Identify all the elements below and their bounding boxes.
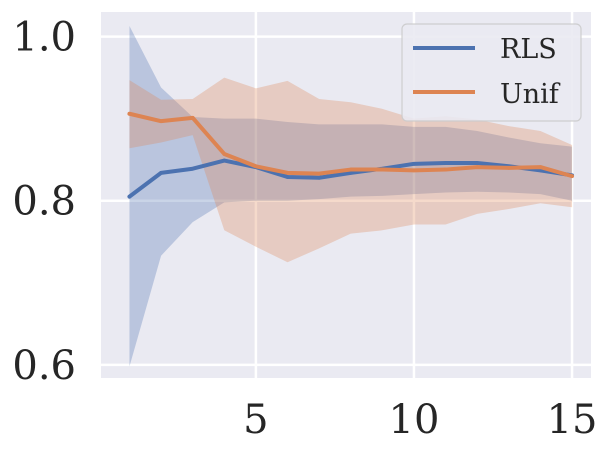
point-unif xyxy=(507,166,511,170)
tick-labels: 5 10 15 0.6 0.8 1.0 xyxy=(12,15,597,443)
point-unif xyxy=(538,165,543,169)
point-rls xyxy=(127,194,132,199)
y-tick-label: 1.0 xyxy=(12,15,76,61)
point-unif xyxy=(285,171,290,175)
point-rls xyxy=(222,158,227,163)
x-tick-label: 5 xyxy=(243,397,268,443)
point-rls xyxy=(159,171,163,175)
x-tick-label: 15 xyxy=(547,397,598,443)
point-rls xyxy=(190,166,195,171)
series-lines xyxy=(127,111,575,199)
legend-label-rls: RLS xyxy=(500,34,557,65)
point-unif xyxy=(190,116,195,120)
point-rls xyxy=(348,171,353,175)
point-unif xyxy=(443,167,448,172)
x-tick-label: 10 xyxy=(389,397,440,443)
point-unif xyxy=(159,119,163,123)
point-rls xyxy=(538,168,543,173)
point-rls xyxy=(285,175,290,179)
point-rls xyxy=(317,175,321,180)
band-rls xyxy=(129,25,573,367)
point-unif xyxy=(254,164,258,169)
point-unif xyxy=(317,171,321,176)
y-tick-label: 0.8 xyxy=(12,179,76,225)
y-tick-label: 0.6 xyxy=(12,343,76,389)
point-unif xyxy=(570,174,574,178)
legend-label-unif: Unif xyxy=(500,79,561,110)
point-rls xyxy=(412,162,416,166)
point-rls xyxy=(475,161,479,165)
point-unif xyxy=(127,111,132,116)
point-rls xyxy=(443,161,448,165)
point-unif xyxy=(348,167,353,172)
legend: RLS Unif xyxy=(401,23,582,122)
point-unif xyxy=(222,152,227,156)
point-unif xyxy=(412,168,416,173)
point-unif xyxy=(380,167,385,172)
point-unif xyxy=(475,165,479,169)
